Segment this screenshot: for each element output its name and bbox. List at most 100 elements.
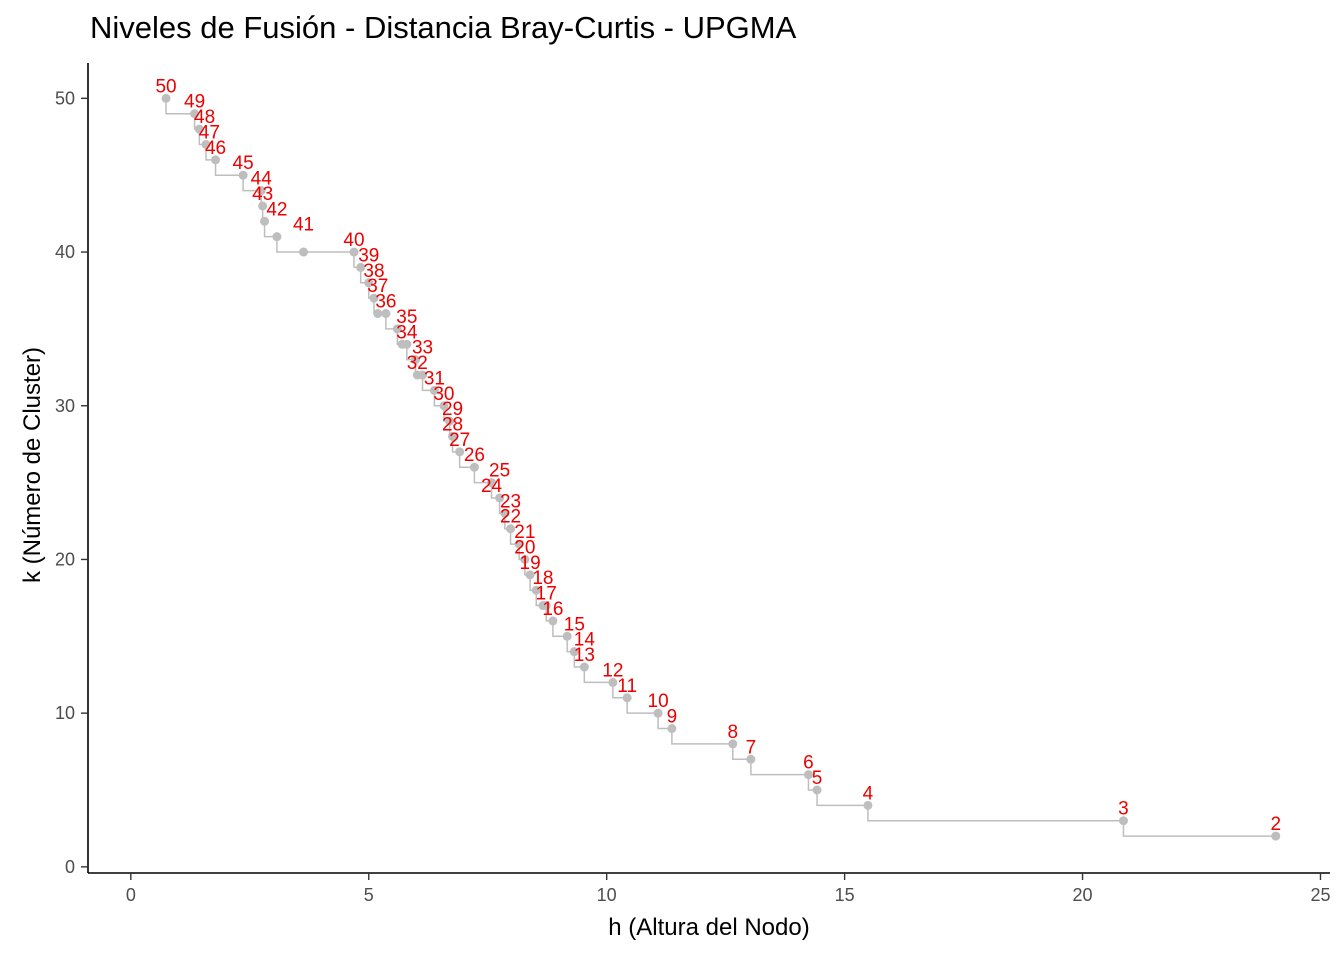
point-label: 38 [363, 261, 384, 282]
y-tick-label: 30 [55, 396, 75, 416]
data-point [455, 447, 465, 457]
data-point [369, 293, 379, 303]
data-point [579, 662, 589, 672]
data-point [500, 508, 510, 518]
point-label: 36 [375, 292, 396, 313]
point-label: 19 [520, 553, 541, 574]
x-axis-title: h (Altura del Nodo) [608, 914, 810, 941]
data-point [238, 170, 248, 180]
data-point [746, 754, 756, 764]
data-point [392, 324, 402, 334]
labels-group: 5049484746454443424140393837363534333231… [155, 76, 1281, 835]
x-tick-label: 25 [1310, 885, 1330, 905]
data-point [608, 677, 618, 687]
data-point [402, 339, 412, 349]
point-label: 7 [746, 737, 757, 758]
data-point [256, 186, 266, 196]
point-label: 9 [667, 707, 678, 728]
point-label: 22 [500, 507, 521, 528]
point-label: 44 [251, 169, 273, 190]
data-point [863, 800, 873, 810]
data-point [439, 401, 449, 411]
point-label: 47 [199, 122, 220, 143]
data-point [667, 724, 677, 734]
data-point [364, 278, 374, 288]
y-tick-label: 40 [55, 242, 75, 262]
x-tick-label: 15 [835, 885, 855, 905]
data-point [1118, 816, 1128, 826]
data-point [803, 770, 813, 780]
data-point [531, 585, 541, 595]
x-tick-label: 5 [364, 885, 374, 905]
point-label: 49 [184, 92, 205, 113]
point-label: 14 [574, 630, 596, 651]
data-point [373, 309, 383, 319]
point-label: 40 [343, 230, 364, 251]
data-point [653, 708, 663, 718]
x-tick-label: 0 [126, 885, 136, 905]
data-point [410, 355, 420, 365]
point-label: 50 [155, 76, 176, 97]
data-point [194, 124, 204, 134]
data-point [381, 309, 391, 319]
data-point [520, 554, 530, 564]
point-label: 41 [293, 215, 314, 236]
point-label: 21 [514, 522, 535, 543]
data-point [211, 155, 221, 165]
point-label: 25 [489, 461, 510, 482]
data-point [445, 416, 455, 426]
data-point [356, 262, 366, 272]
y-tick-label: 20 [55, 549, 75, 569]
y-tick-label: 0 [65, 857, 75, 877]
data-point [272, 232, 282, 242]
y-tick-label: 10 [55, 703, 75, 723]
x-tick-label: 20 [1073, 885, 1093, 905]
data-point [349, 247, 359, 257]
point-label: 48 [194, 107, 215, 128]
data-point [260, 216, 270, 226]
data-point [190, 109, 200, 119]
point-label: 16 [542, 599, 563, 620]
point-label: 32 [407, 353, 428, 374]
point-label: 20 [514, 537, 535, 558]
point-label: 6 [803, 753, 814, 774]
x-tick-label: 10 [597, 885, 617, 905]
data-point [569, 647, 579, 657]
point-label: 2 [1270, 814, 1281, 835]
data-point [418, 370, 428, 380]
point-label: 33 [412, 338, 433, 359]
point-label: 31 [424, 368, 445, 389]
point-label: 35 [396, 307, 417, 328]
point-label: 12 [602, 660, 623, 681]
data-point [469, 462, 479, 472]
data-point [161, 93, 171, 103]
y-tick-label: 50 [55, 88, 75, 108]
data-point [1271, 831, 1281, 841]
point-label: 11 [617, 676, 637, 697]
data-point [622, 693, 632, 703]
point-label: 13 [574, 645, 595, 666]
points-group [161, 93, 1281, 841]
point-label: 34 [396, 322, 418, 343]
point-label: 46 [205, 138, 226, 159]
point-label: 23 [500, 491, 521, 512]
point-label: 26 [464, 445, 485, 466]
data-point [201, 139, 211, 149]
point-label: 39 [358, 245, 379, 266]
data-point [812, 785, 822, 795]
data-point [541, 601, 551, 611]
data-point [728, 739, 738, 749]
point-label: 3 [1118, 799, 1129, 820]
y-axis-title: k (Número de Cluster) [19, 346, 46, 584]
data-point [506, 524, 516, 534]
data-point [258, 201, 268, 211]
point-label: 5 [812, 768, 823, 789]
data-point [299, 247, 309, 257]
point-label: 10 [648, 691, 669, 712]
data-point [548, 616, 558, 626]
data-point [562, 631, 572, 641]
data-point [429, 385, 439, 395]
point-label: 43 [252, 184, 273, 205]
step-line-group [165, 98, 1276, 837]
